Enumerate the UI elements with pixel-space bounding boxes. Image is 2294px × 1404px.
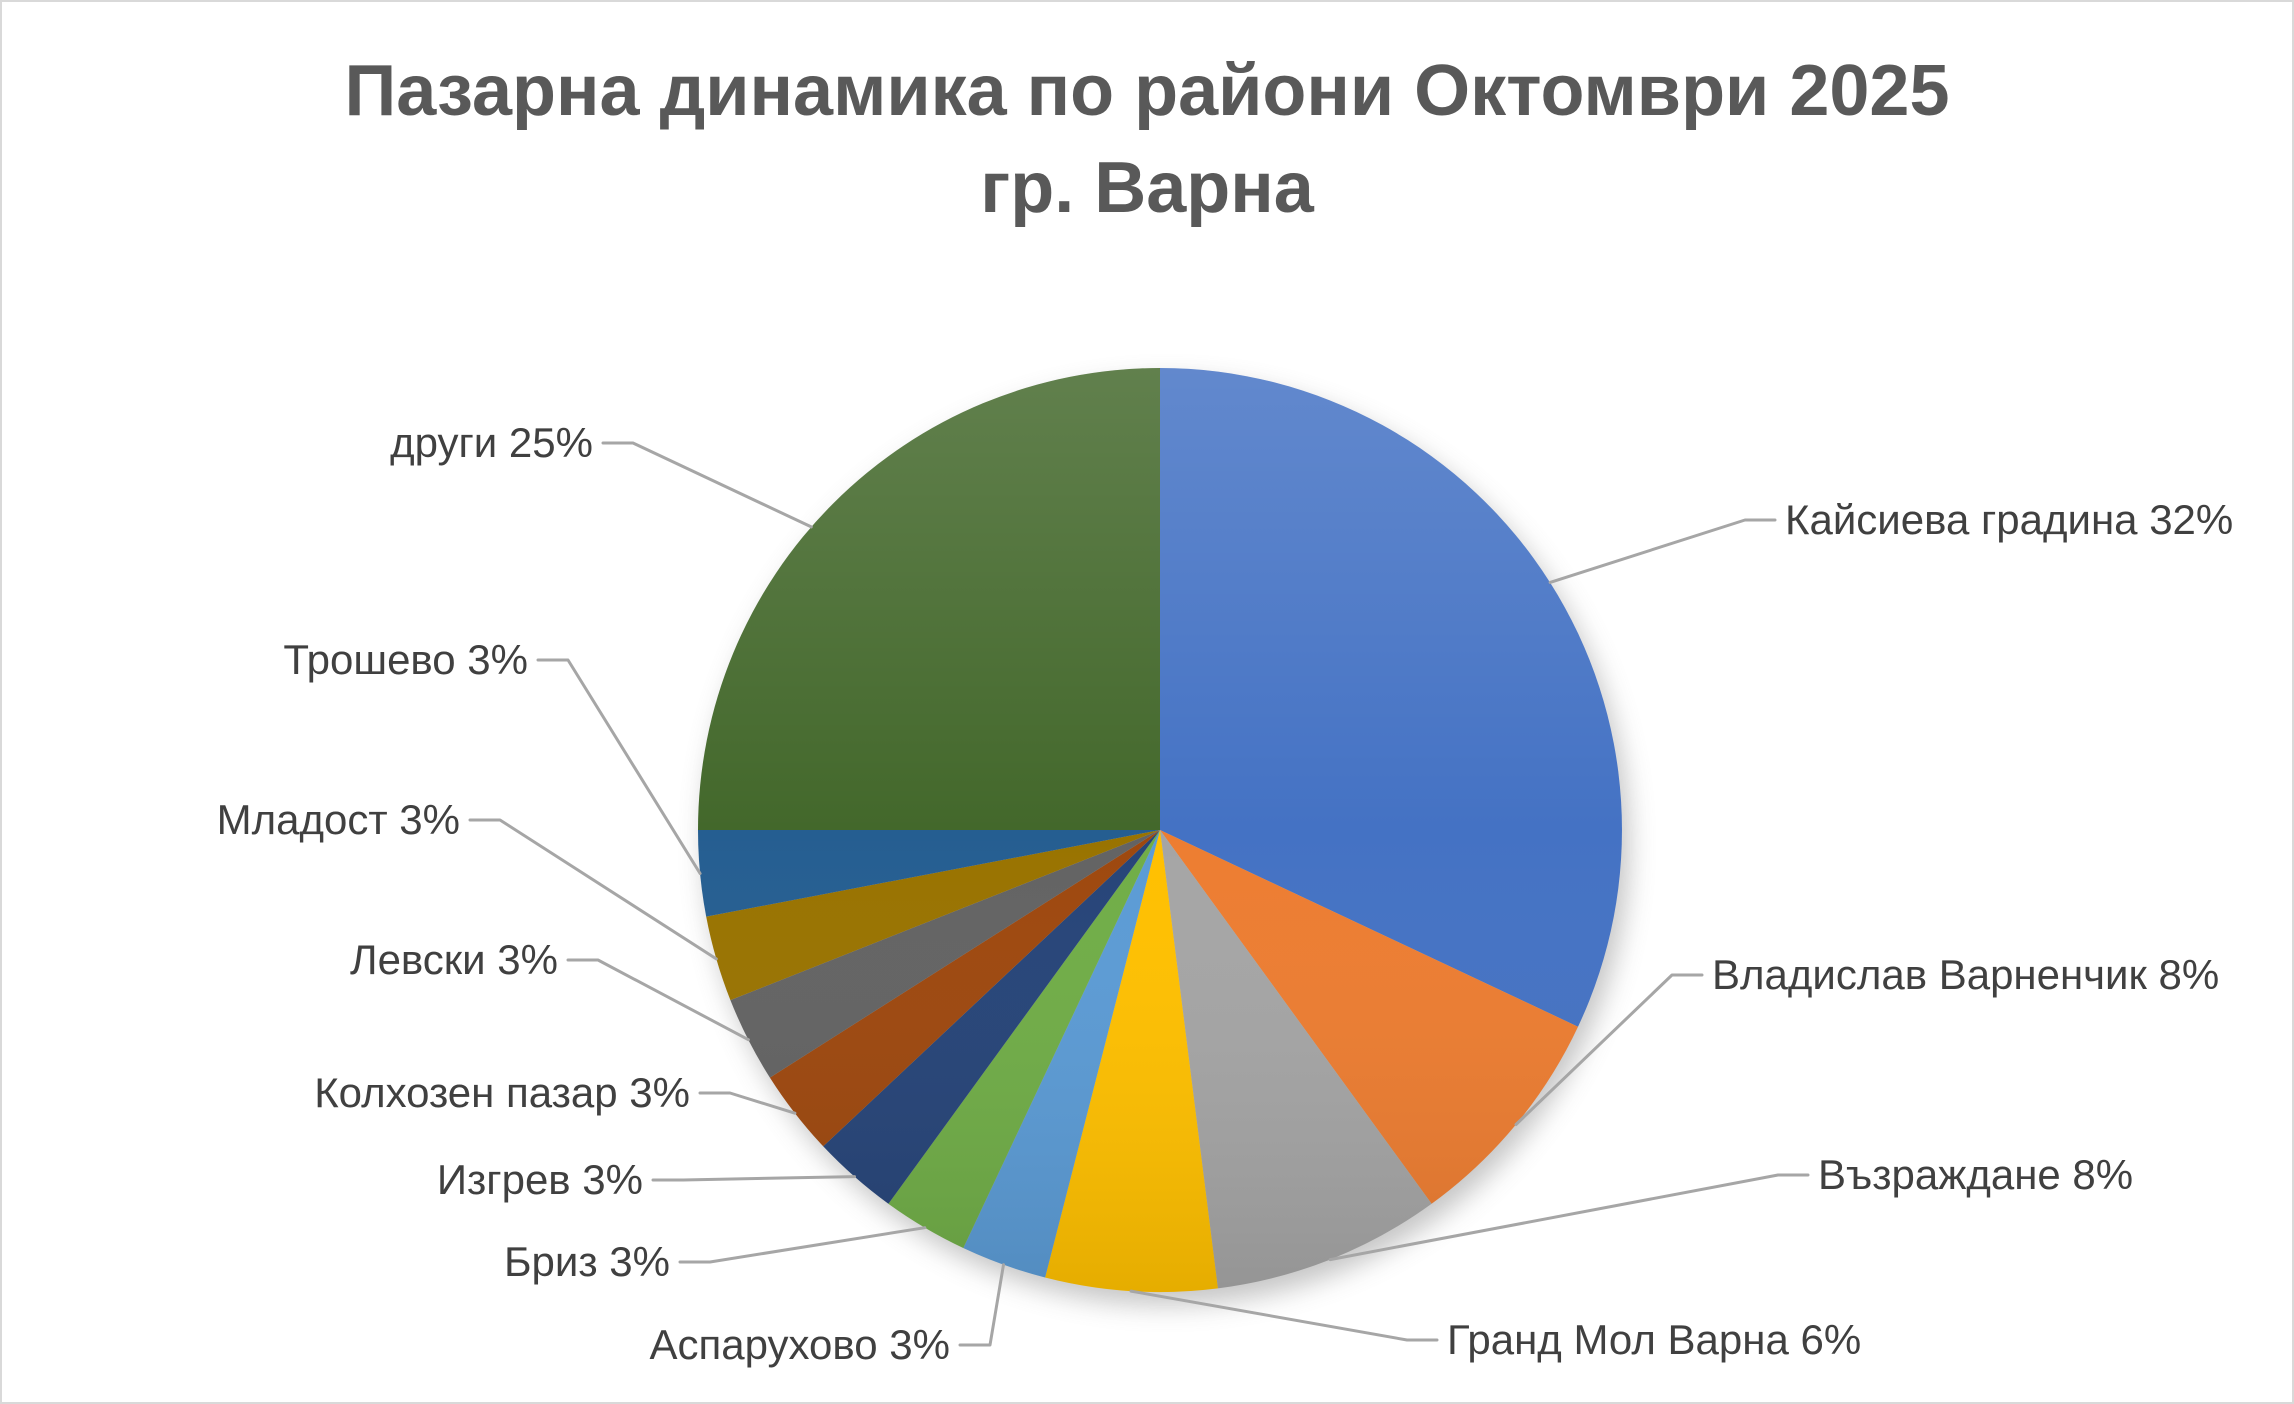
leader-line-8	[566, 958, 750, 1042]
slice-label-6: Изгрев 3%	[437, 1156, 643, 1203]
slice-label-7: Колхозен пазар 3%	[314, 1069, 690, 1116]
leader-line-0	[1548, 518, 1777, 584]
leader-line-1	[1514, 973, 1704, 1126]
leader-line-3	[1129, 1289, 1439, 1342]
leader-line-7	[698, 1091, 797, 1115]
leader-line-5	[678, 1226, 927, 1264]
leader-line-11	[601, 441, 813, 529]
leader-line-4	[958, 1263, 1005, 1347]
chart-title-line1: Пазарна динамика по райони Октомври 2025	[345, 51, 1950, 131]
leader-line-2	[1328, 1173, 1810, 1262]
leader-line-10	[536, 658, 702, 875]
slice-label-2: Възраждане 8%	[1818, 1151, 2133, 1198]
slice-label-3: Гранд Мол Варна 6%	[1447, 1316, 1861, 1363]
pie-plot: Кайсиева градина 32% Владислав Варненчик …	[217, 368, 2233, 1368]
slice-label-1: Владислав Варненчик 8%	[1712, 951, 2219, 998]
slice-label-10: Трошево 3%	[283, 636, 528, 683]
chart-title-line2: гр. Варна	[980, 148, 1314, 228]
leader-line-6	[651, 1175, 856, 1182]
pie-sheen-overlay	[698, 368, 1622, 1292]
slice-label-11: други 25%	[390, 419, 593, 466]
leader-line-9	[468, 818, 718, 961]
slice-label-5: Бриз 3%	[504, 1238, 670, 1285]
slice-label-4: Аспарухово 3%	[650, 1321, 950, 1368]
slice-label-9: Младост 3%	[217, 796, 460, 843]
slice-label-8: Левски 3%	[350, 936, 558, 983]
slice-label-0: Кайсиева градина 32%	[1785, 496, 2233, 543]
